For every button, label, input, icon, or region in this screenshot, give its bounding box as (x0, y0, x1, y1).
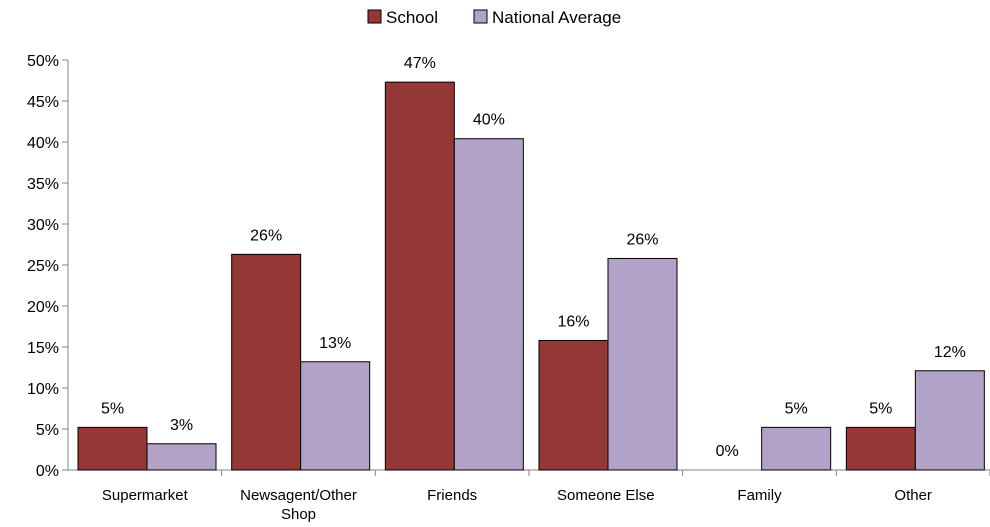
bar-school (384, 81, 455, 471)
y-tick-label: 40% (27, 135, 59, 152)
y-tick-label: 20% (27, 299, 59, 316)
x-tick-label: Supermarket (102, 487, 189, 504)
data-labels: 5% 3% 26% 13% 47% 40% 16% 26% 0% 5% 5% 12% (101, 55, 966, 460)
x-tick-label-line: Someone Else (557, 487, 655, 504)
y-tick-label: 25% (27, 258, 59, 275)
legend-label-national-average: National Average (492, 8, 621, 27)
bar-national-average (761, 426, 832, 471)
x-tick-label: Someone Else (557, 487, 655, 504)
x-tick-label: Newsagent/Other Shop (240, 487, 357, 523)
legend-swatch-national-average (473, 9, 488, 24)
y-tick-label: 30% (27, 217, 59, 234)
x-tick-label: Family (737, 487, 782, 504)
data-label: 0% (716, 443, 739, 460)
y-tick-label: 0% (36, 463, 59, 480)
x-tick-label-line: Shop (281, 506, 316, 523)
bar-school (77, 426, 148, 471)
x-tick-label-line: Other (894, 487, 932, 504)
x-tick-label-line: Family (737, 487, 782, 504)
data-label: 26% (250, 227, 282, 244)
legend-label-school: School (386, 8, 438, 27)
y-tick-label: 50% (27, 53, 59, 70)
data-label: 26% (626, 231, 658, 248)
legend: School National Average (367, 8, 621, 27)
bars (77, 81, 985, 471)
data-label: 13% (319, 335, 351, 352)
x-tick-label-line: Friends (427, 487, 477, 504)
bar-national-average (146, 443, 217, 471)
data-label: 40% (473, 112, 505, 129)
bar-school (538, 339, 609, 471)
y-tick-label: 35% (27, 176, 59, 193)
x-tick-label: Other (894, 487, 932, 504)
data-label: 5% (785, 400, 808, 417)
data-label: 16% (557, 313, 589, 330)
bar-school (231, 253, 302, 471)
y-tick-label: 45% (27, 94, 59, 111)
data-label: 5% (101, 400, 124, 417)
y-tick-label: 10% (27, 381, 59, 398)
x-tick-label-line: Supermarket (102, 487, 189, 504)
x-tick-label-line: Newsagent/Other (240, 487, 357, 504)
bar-national-average (607, 257, 678, 471)
bar-national-average (300, 361, 371, 471)
y-axis: 0% 5% 10% 15% 20% 25% 30% 35% 40% 45% 50% (27, 53, 69, 480)
x-tick-label: Friends (427, 487, 477, 504)
y-tick-label: 5% (36, 422, 59, 439)
bar-school (845, 426, 916, 471)
data-label: 47% (404, 55, 436, 72)
data-label: 5% (869, 400, 892, 417)
data-label: 3% (170, 417, 193, 434)
x-axis: Supermarket Newsagent/Other Shop Friends Som… (68, 469, 990, 523)
bar-national-average (914, 370, 985, 471)
bar-national-average (453, 138, 524, 471)
legend-swatch-school (367, 9, 382, 24)
y-tick-label: 15% (27, 340, 59, 357)
data-label: 12% (934, 344, 966, 361)
